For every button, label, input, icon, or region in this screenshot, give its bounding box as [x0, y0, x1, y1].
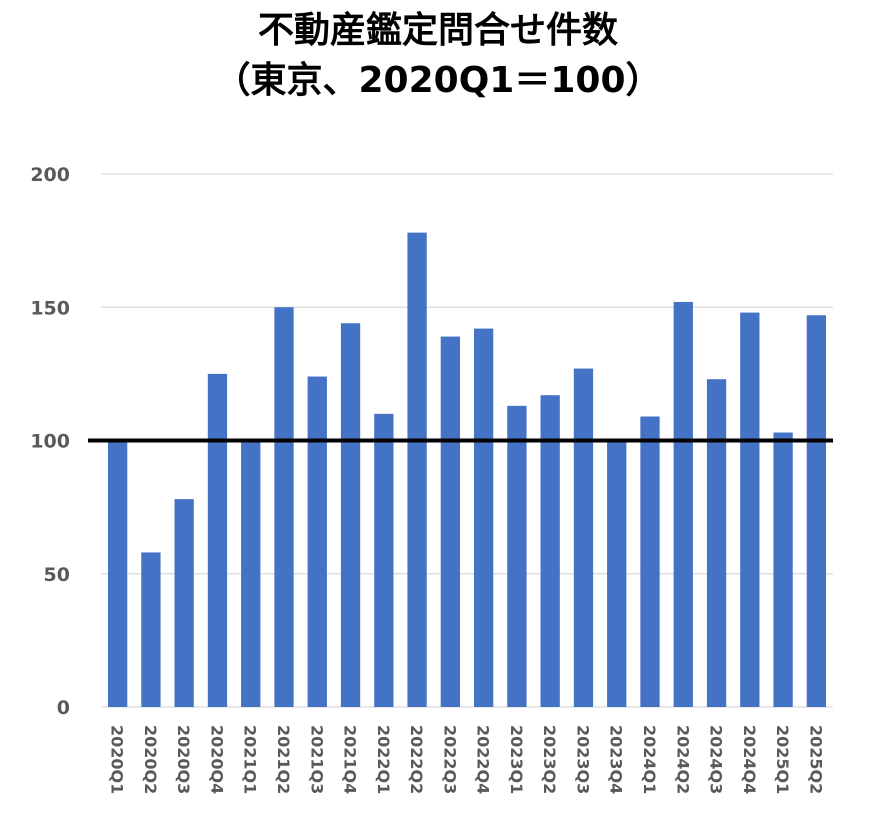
- y-tick-label-100: 100: [30, 431, 70, 453]
- y-tick-label-150: 150: [30, 297, 70, 319]
- bar-2020Q1: [107, 440, 128, 707]
- bar-2022Q4: [473, 328, 494, 707]
- bar-2024Q3: [706, 379, 727, 707]
- x-tick-label-2024Q3: 2024Q3: [707, 725, 726, 794]
- x-tick-label-2025Q1: 2025Q1: [773, 725, 792, 794]
- x-tick-label-2021Q3: 2021Q3: [307, 725, 326, 794]
- y-axis-ticks: 0 50 100 150 200: [30, 164, 70, 719]
- x-tick-label-2020Q3: 2020Q3: [174, 725, 193, 794]
- bar-2024Q2: [673, 301, 693, 707]
- bar-2023Q4: [607, 440, 627, 707]
- bars: [107, 232, 827, 707]
- bar-2020Q2: [141, 552, 161, 707]
- bar-2024Q1: [640, 416, 660, 707]
- chart-subtitle: （東京、2020Q1＝100）: [214, 60, 662, 101]
- bar-2020Q3: [174, 499, 194, 707]
- bar-2021Q3: [307, 376, 327, 707]
- bar-2022Q3: [440, 336, 461, 707]
- x-tick-label-2020Q1: 2020Q1: [108, 725, 127, 794]
- x-tick-label-2022Q3: 2022Q3: [440, 725, 459, 794]
- bar-2022Q1: [374, 413, 394, 707]
- bar-2023Q2: [540, 395, 560, 707]
- x-tick-label-2021Q1: 2021Q1: [241, 725, 260, 794]
- bar-2025Q1: [773, 432, 793, 707]
- bar-2023Q1: [507, 405, 527, 707]
- x-tick-label-2025Q2: 2025Q2: [806, 725, 825, 794]
- bar-2023Q3: [573, 368, 594, 707]
- x-tick-label-2021Q4: 2021Q4: [341, 725, 360, 794]
- bar-2020Q4: [207, 373, 228, 707]
- bar-2025Q2: [806, 315, 827, 707]
- x-tick-label-2023Q3: 2023Q3: [573, 725, 592, 794]
- bar-2021Q4: [340, 323, 361, 707]
- bar-2021Q2: [274, 307, 294, 707]
- x-tick-label-2020Q2: 2020Q2: [141, 725, 160, 794]
- bar-2024Q4: [740, 312, 760, 707]
- x-tick-label-2022Q4: 2022Q4: [474, 725, 493, 794]
- y-tick-label-200: 200: [30, 164, 70, 186]
- x-tick-label-2020Q4: 2020Q4: [207, 725, 226, 794]
- x-axis-ticks: 2020Q1 2020Q2 2020Q3 2020Q4 2021Q1 2021Q2 2021…: [108, 725, 826, 794]
- x-tick-label-2022Q1: 2022Q1: [374, 725, 393, 794]
- bar-2021Q1: [241, 440, 261, 707]
- x-tick-label-2023Q2: 2023Q2: [540, 725, 559, 794]
- x-tick-label-2024Q2: 2024Q2: [673, 725, 692, 794]
- x-tick-label-2023Q1: 2023Q1: [507, 725, 526, 794]
- x-tick-label-2021Q2: 2021Q2: [274, 725, 293, 794]
- bar-2022Q2: [407, 232, 427, 707]
- x-tick-label-2022Q2: 2022Q2: [407, 725, 426, 794]
- x-tick-label-2023Q4: 2023Q4: [607, 725, 626, 794]
- x-tick-label-2024Q4: 2024Q4: [740, 725, 759, 794]
- y-tick-label-50: 50: [44, 564, 70, 586]
- chart-title-block: 不動産鑑定問合せ件数 （東京、2020Q1＝100）: [0, 6, 876, 106]
- x-tick-label-2024Q1: 2024Q1: [640, 725, 659, 794]
- chart-title: 不動産鑑定問合せ件数: [257, 10, 618, 51]
- y-tick-label-0: 0: [57, 697, 70, 719]
